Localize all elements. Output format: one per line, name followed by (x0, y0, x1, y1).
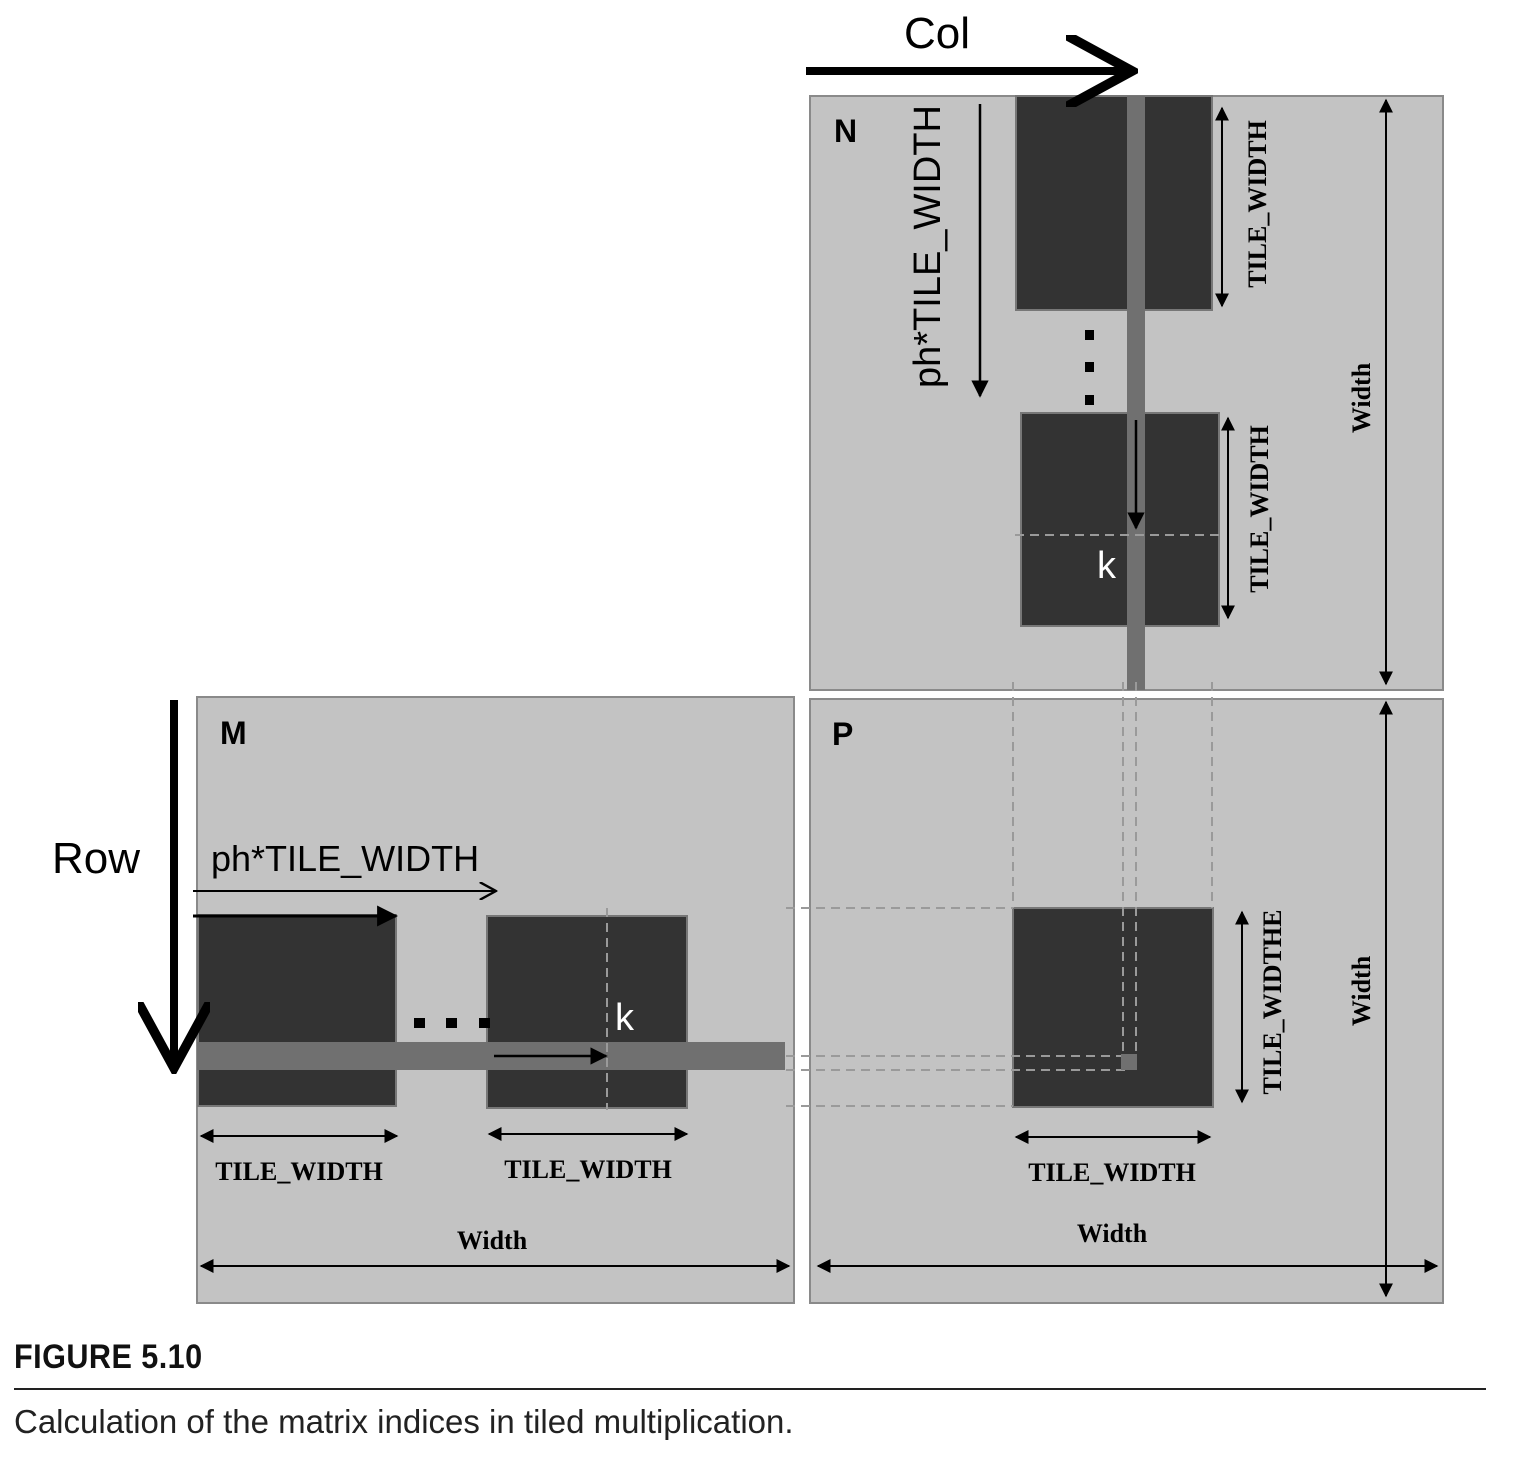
matrix-m-ph-tile-width-label: ph*TILE_WIDTH (211, 838, 479, 879)
matrix-n-vertical-dots (1085, 330, 1094, 405)
matrix-m-tile-right (486, 915, 688, 1109)
matrix-n: N ph*TILE_WIDTH k TILE_WIDTH TILE_WIDTH … (809, 95, 1444, 691)
col-label: Col (904, 9, 970, 58)
matrix-m-label: M (220, 715, 247, 751)
caption-divider (14, 1388, 1486, 1390)
matrix-p-width-label-vertical: Width (1347, 955, 1376, 1026)
matrix-p-tile (1012, 907, 1214, 1108)
tiled-matrix-diagram: N ph*TILE_WIDTH k TILE_WIDTH TILE_WIDTH … (52, 9, 1444, 1304)
matrix-p-tile-width-label: TILE_WIDTH (1028, 1158, 1196, 1187)
matrix-n-tile-width-label-bottom: TILE_WIDTH (1245, 425, 1274, 593)
matrix-n-tile-width-label-top: TILE_WIDTH (1243, 120, 1272, 288)
matrix-n-label: N (834, 113, 857, 149)
matrix-n-width-label: Width (1347, 362, 1376, 433)
matrix-p-element (1121, 1054, 1137, 1070)
matrix-p-label: P (832, 716, 853, 752)
matrix-p-tile-widthe-label: TILE_WIDTHE (1258, 910, 1287, 1095)
matrix-n-tile-top (1015, 95, 1213, 311)
matrix-m-tile-width-label-right: TILE_WIDTH (504, 1155, 672, 1184)
matrix-m-k-label: k (615, 997, 635, 1039)
figure-label: FIGURE 5.10 (14, 1338, 203, 1376)
matrix-n-ph-tile-width-label: ph*TILE_WIDTH (907, 105, 949, 388)
projection-dashed-lines (786, 682, 1213, 1107)
matrix-m-horizontal-dots (414, 1018, 490, 1028)
row-label: Row (52, 834, 140, 883)
matrix-n-column-strip (1127, 96, 1145, 690)
matrix-m-tile-width-label-left: TILE_WIDTH (215, 1157, 383, 1186)
matrix-m-tile-left (197, 914, 397, 1107)
row-indicator: Row (52, 700, 174, 1068)
matrix-m: M ph*TILE_WIDTH k TILE_WIDTH TILE_WIDTH … (193, 696, 795, 1304)
matrix-n-k-label: k (1097, 545, 1117, 587)
figure-caption: Calculation of the matrix indices in til… (14, 1403, 794, 1440)
matrix-m-width-label: Width (457, 1226, 528, 1255)
matrix-p-width-label-horizontal: Width (1077, 1219, 1148, 1248)
matrix-p: P TILE_WIDTH TILE_WIDTHE Width Width (786, 682, 1444, 1304)
matrix-m-row-strip (197, 1042, 785, 1070)
col-indicator: Col (806, 9, 1132, 71)
matrix-n-tile-bottom (1020, 412, 1220, 627)
